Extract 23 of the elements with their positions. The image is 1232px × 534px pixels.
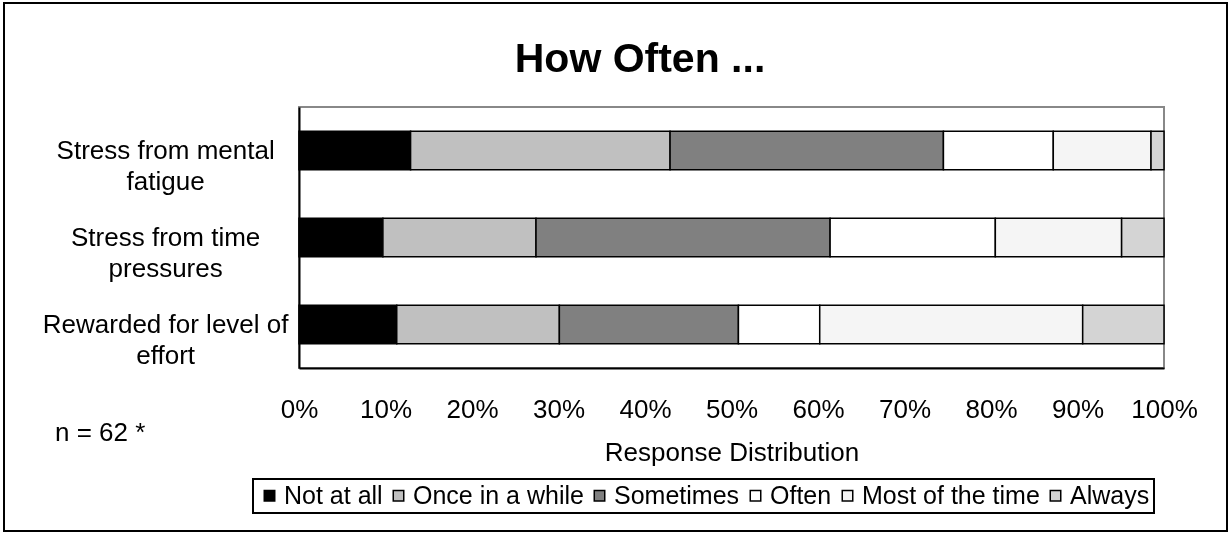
x-tick-label: 0% <box>280 393 319 424</box>
x-tick-label: 10% <box>359 393 413 424</box>
legend-label: Not at all <box>284 480 383 509</box>
x-tick-label: 20% <box>446 393 499 424</box>
y-tick-label: Stress from mental fatigue <box>56 134 275 196</box>
legend-label: Often <box>770 480 832 509</box>
legend-label: Sometimes <box>614 480 740 509</box>
x-axis-title: Response Distribution <box>604 436 860 467</box>
x-tick-label: 100% <box>1131 393 1198 424</box>
chart-title: How Often ... <box>514 35 766 81</box>
y-tick-label: Stress from time pressures <box>71 221 261 283</box>
legend-label: Most of the time <box>862 480 1040 509</box>
y-tick-label: Rewarded for level of effort <box>42 308 290 370</box>
x-tick-label: 60% <box>792 393 845 424</box>
x-tick-label: 70% <box>878 393 932 424</box>
x-tick-label: 80% <box>965 393 1018 424</box>
text: n = 62 * <box>55 417 146 447</box>
x-tick-label: 40% <box>619 393 672 424</box>
legend-label: Always <box>1070 480 1150 509</box>
x-tick-label: 90% <box>1051 393 1105 424</box>
x-tick-label: 50% <box>705 393 759 424</box>
x-tick-label: 30% <box>532 393 586 424</box>
legend-label: Once in a while <box>413 480 584 509</box>
